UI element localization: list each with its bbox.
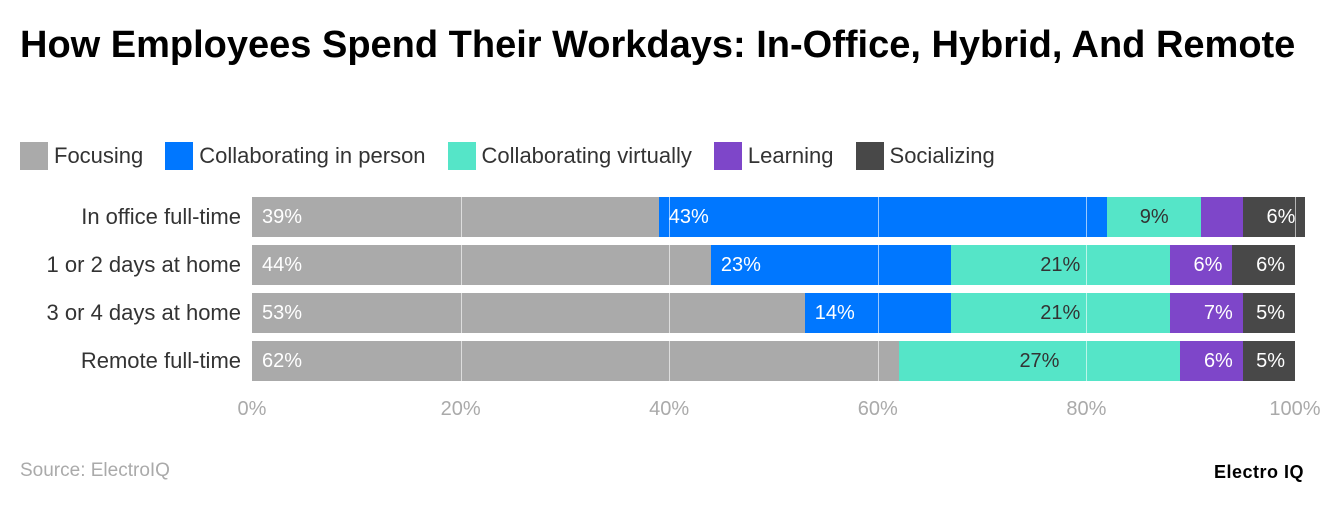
data-label: 14% (814, 302, 855, 324)
bar-segment: 39% (252, 197, 659, 237)
legend-swatch (855, 142, 884, 170)
category-label: Remote full-time (80, 348, 241, 373)
legend-item: Collaborating virtually (447, 142, 692, 170)
bar-segment: 44% (252, 245, 711, 285)
category-label: 1 or 2 days at home (46, 252, 241, 277)
bar-segment: 9% (1107, 197, 1202, 237)
data-label: 6% (1203, 350, 1233, 372)
legend-item: Focusing (20, 142, 143, 170)
data-label: 23% (720, 254, 761, 276)
bar-segment: 43% (658, 197, 1108, 237)
data-label: 21% (1040, 302, 1081, 324)
bar-segment: 6% (1169, 245, 1233, 285)
bar-segment: 5% (1242, 293, 1295, 333)
legend-label: Socializing (889, 143, 995, 168)
data-label: 27% (1019, 350, 1060, 372)
x-tick-label: 40% (649, 398, 690, 420)
legend-swatch (20, 142, 48, 170)
x-tick-label: 60% (857, 398, 898, 420)
bar-segment: 6% (1242, 197, 1306, 237)
bar-segment: 14% (804, 293, 951, 333)
x-tick-label: 80% (1066, 398, 1107, 420)
data-label: 39% (262, 206, 303, 228)
legend-label: Collaborating in person (199, 143, 426, 168)
gridline (1295, 197, 1296, 382)
bar-segment: 5% (1242, 341, 1295, 381)
gridline (460, 197, 462, 382)
x-tick-label: 100% (1269, 398, 1321, 420)
x-tick-label: 0% (237, 398, 267, 420)
legend-label: Focusing (54, 143, 144, 168)
data-label: 9% (1139, 206, 1169, 228)
bar-segment: 6% (1180, 341, 1243, 381)
data-label: 53% (262, 302, 303, 324)
data-label: 6% (1193, 254, 1223, 276)
legend-swatch (447, 142, 476, 170)
source-note: Source: ElectroIQ (20, 460, 170, 481)
bar-segment: 53% (252, 293, 805, 333)
legend-item: Collaborating in person (165, 142, 426, 170)
bar-segment: 21% (950, 293, 1170, 333)
data-label: 5% (1256, 350, 1285, 372)
legend: Focusing Collaborating in person Collabora… (20, 142, 1017, 170)
bar-segment: 27% (898, 341, 1181, 381)
gridline (669, 197, 671, 382)
data-label: 43% (668, 206, 709, 228)
data-label: 62% (262, 350, 303, 372)
legend-swatch (713, 142, 742, 170)
data-label: 7% (1203, 302, 1233, 324)
bar-segment: 7% (1169, 293, 1243, 333)
category-label: In office full-time (81, 204, 241, 229)
x-tick-label: 20% (440, 398, 481, 420)
bar-segment: 62% (252, 341, 899, 381)
data-label: 44% (262, 254, 303, 276)
legend-item: Learning (713, 142, 834, 170)
bar-segment: 6% (1232, 245, 1295, 285)
legend-swatch (165, 142, 194, 170)
bar-segment: 21% (950, 245, 1170, 285)
category-label: 3 or 4 days at home (46, 300, 241, 325)
gridline (877, 197, 879, 382)
bar-segment: 23% (710, 245, 951, 285)
data-label: 6% (1256, 254, 1285, 276)
data-label: 21% (1040, 254, 1081, 276)
legend-item: Socializing (855, 142, 995, 170)
data-label: 5% (1256, 302, 1285, 324)
bar-segment (1201, 197, 1243, 237)
chart-title: How Employees Spend Their Workdays: In-O… (20, 24, 1296, 66)
legend-label: Collaborating virtually (481, 143, 692, 168)
legend-label: Learning (747, 143, 834, 168)
data-label: 6% (1266, 206, 1296, 228)
electroiq-logo: Electro IQ (1213, 462, 1304, 482)
gridline (1086, 197, 1088, 382)
